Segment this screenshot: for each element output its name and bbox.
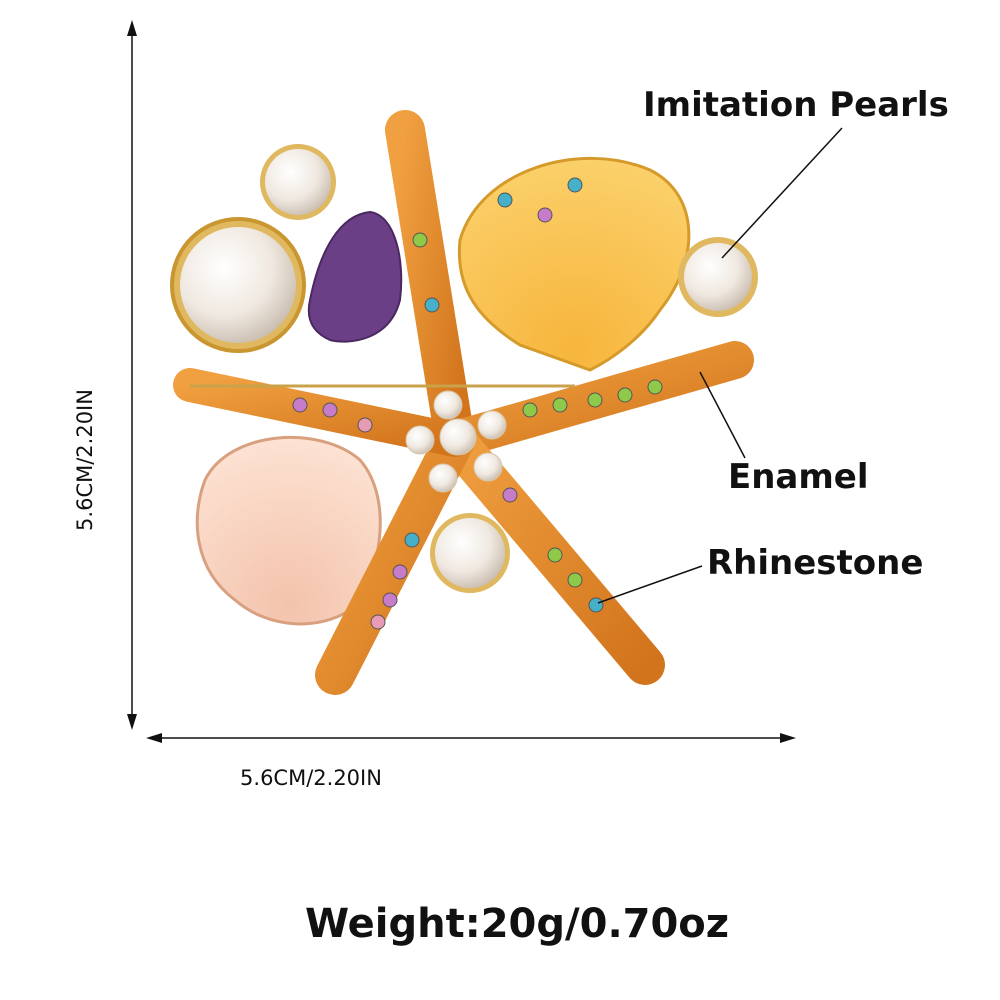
- callout-label: Rhinestone: [707, 543, 923, 583]
- width-dimension: 5.6CM/2.20IN: [240, 766, 382, 790]
- dimension-arrows: [127, 20, 796, 743]
- weight: Weight:20g/0.70oz: [305, 901, 729, 947]
- callout-label: Enamel: [728, 457, 869, 497]
- leader-lines: [597, 127, 843, 604]
- height-dimension: 5.6CM/2.20IN: [73, 389, 97, 531]
- callout-label: Imitation Pearls: [643, 85, 949, 125]
- brooch: [170, 110, 758, 695]
